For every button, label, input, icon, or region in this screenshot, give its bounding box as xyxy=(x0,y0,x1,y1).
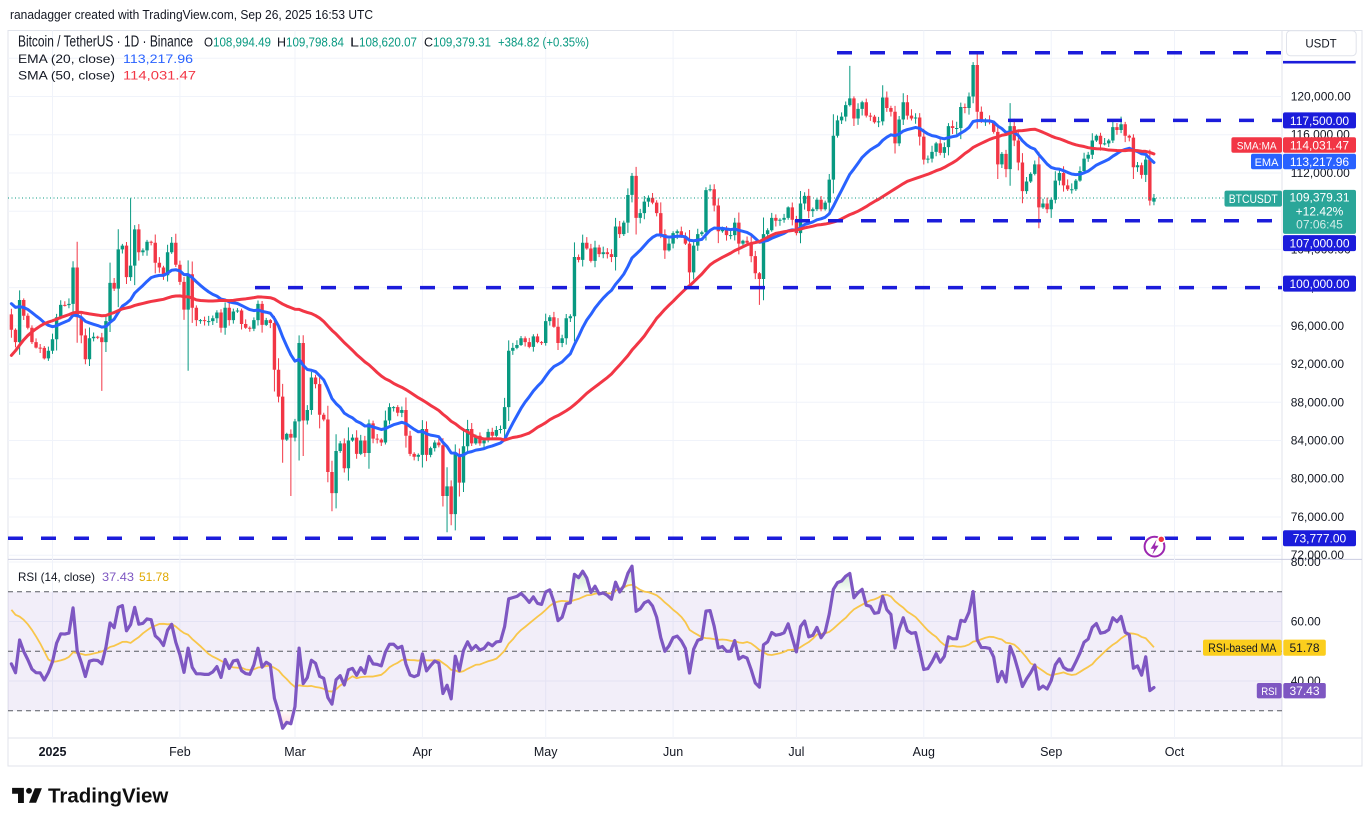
svg-text:USDT: USDT xyxy=(1305,39,1336,51)
svg-text:80,000.00: 80,000.00 xyxy=(1291,472,1345,486)
svg-text:120,000.00: 120,000.00 xyxy=(1291,90,1351,104)
svg-text:EMA: EMA xyxy=(1255,157,1280,169)
svg-text:RSI-based MA: RSI-based MA xyxy=(1208,641,1276,655)
svg-text:113,217.96: 113,217.96 xyxy=(1290,155,1349,169)
svg-text:92,000.00: 92,000.00 xyxy=(1291,357,1345,371)
svg-text:C: C xyxy=(424,35,433,50)
svg-text:73,777.00: 73,777.00 xyxy=(1293,532,1347,546)
svg-text:113,217.96: 113,217.96 xyxy=(123,52,193,66)
svg-text:Oct: Oct xyxy=(1165,745,1185,759)
svg-text:+12.42%: +12.42% xyxy=(1296,205,1344,219)
svg-text:109,798.84: 109,798.84 xyxy=(286,35,344,50)
svg-text:80.00: 80.00 xyxy=(1291,555,1321,569)
svg-text:H: H xyxy=(277,35,286,50)
svg-text:88,000.00: 88,000.00 xyxy=(1291,395,1345,409)
svg-text:76,000.00: 76,000.00 xyxy=(1291,510,1345,524)
svg-text:May: May xyxy=(534,745,558,759)
svg-text:Aug: Aug xyxy=(913,745,935,759)
svg-text:ranadagger created with Tradin: ranadagger created with TradingView.com,… xyxy=(10,7,373,22)
svg-text:Sep: Sep xyxy=(1040,745,1062,759)
svg-text:114,031.47: 114,031.47 xyxy=(123,69,196,83)
svg-text:Bitcoin / TetherUS · 1D · Bina: Bitcoin / TetherUS · 1D · Binance xyxy=(18,34,193,51)
svg-text:96,000.00: 96,000.00 xyxy=(1291,319,1345,333)
svg-text:2025: 2025 xyxy=(39,745,67,759)
svg-text:109,379.31: 109,379.31 xyxy=(433,35,491,50)
svg-text:72,000.00: 72,000.00 xyxy=(1291,548,1345,562)
svg-text:RSI: RSI xyxy=(1261,686,1277,698)
svg-text:37.43: 37.43 xyxy=(102,570,134,584)
svg-text:114,031.47: 114,031.47 xyxy=(1290,138,1349,152)
svg-text:84,000.00: 84,000.00 xyxy=(1291,434,1345,448)
svg-text:Jul: Jul xyxy=(788,745,804,759)
svg-text:BTCUSDT: BTCUSDT xyxy=(1229,192,1279,206)
svg-text:O: O xyxy=(204,35,213,50)
svg-text:107,000.00: 107,000.00 xyxy=(1289,237,1349,251)
svg-text:07:06:45: 07:06:45 xyxy=(1296,218,1343,232)
svg-text:EMA (20, close): EMA (20, close) xyxy=(18,52,115,66)
svg-text:37.43: 37.43 xyxy=(1289,684,1319,698)
svg-text:108,620.07: 108,620.07 xyxy=(359,35,417,50)
svg-text:SMA:MA: SMA:MA xyxy=(1237,140,1278,152)
svg-text:SMA (50, close): SMA (50, close) xyxy=(18,69,115,83)
svg-text:RSI (14, close): RSI (14, close) xyxy=(18,570,95,584)
svg-text:100,000.00: 100,000.00 xyxy=(1289,277,1349,291)
svg-text:60.00: 60.00 xyxy=(1291,615,1321,629)
svg-text:Mar: Mar xyxy=(284,745,306,759)
svg-text:117,500.00: 117,500.00 xyxy=(1290,114,1349,128)
svg-text:Jun: Jun xyxy=(663,745,683,759)
svg-text:112,000.00: 112,000.00 xyxy=(1291,166,1350,180)
svg-text:Apr: Apr xyxy=(413,745,432,759)
svg-text:108,994.49: 108,994.49 xyxy=(213,35,271,50)
svg-text:51.78: 51.78 xyxy=(139,570,169,584)
svg-text:51.78: 51.78 xyxy=(1289,641,1319,655)
svg-text:109,379.31: 109,379.31 xyxy=(1289,190,1349,204)
svg-text:Feb: Feb xyxy=(169,745,191,759)
svg-text:TradingView: TradingView xyxy=(48,785,168,808)
svg-text:+384.82 (+0.35%): +384.82 (+0.35%) xyxy=(498,35,589,50)
svg-text:L: L xyxy=(350,35,359,50)
